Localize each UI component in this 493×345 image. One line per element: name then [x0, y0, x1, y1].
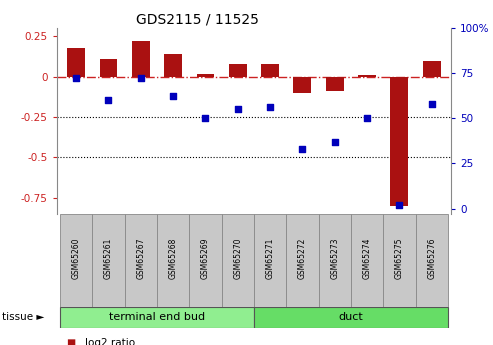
Point — [169, 94, 177, 99]
Bar — [60, 307, 254, 328]
Point — [363, 116, 371, 121]
Bar — [157, 214, 189, 307]
Bar — [358, 75, 376, 77]
Bar — [390, 77, 408, 206]
Text: GSM65267: GSM65267 — [136, 238, 145, 279]
Bar — [92, 214, 125, 307]
Text: tissue ►: tissue ► — [2, 313, 45, 322]
Bar — [286, 214, 318, 307]
Point — [137, 76, 144, 81]
Bar — [416, 214, 448, 307]
Text: GSM65270: GSM65270 — [233, 238, 242, 279]
Bar — [125, 214, 157, 307]
Text: ■: ■ — [67, 338, 76, 345]
Bar — [318, 214, 351, 307]
Text: GSM65272: GSM65272 — [298, 238, 307, 279]
Text: GSM65261: GSM65261 — [104, 238, 113, 279]
Text: GSM65275: GSM65275 — [395, 238, 404, 279]
Point — [202, 116, 210, 121]
Bar — [254, 214, 286, 307]
Point — [298, 146, 306, 152]
Bar — [229, 64, 246, 77]
Bar — [60, 214, 92, 307]
Bar — [326, 77, 344, 91]
Bar — [132, 41, 150, 77]
Text: terminal end bud: terminal end bud — [109, 313, 205, 322]
Text: duct: duct — [339, 313, 363, 322]
Text: GDS2115 / 11525: GDS2115 / 11525 — [136, 12, 259, 26]
Point — [428, 101, 436, 107]
Bar — [351, 214, 383, 307]
Point — [72, 76, 80, 81]
Bar — [67, 48, 85, 77]
Text: GSM65276: GSM65276 — [427, 238, 436, 279]
Text: GSM65268: GSM65268 — [169, 238, 177, 279]
Bar — [261, 64, 279, 77]
Text: GSM65273: GSM65273 — [330, 238, 339, 279]
Text: GSM65269: GSM65269 — [201, 238, 210, 279]
Bar — [100, 59, 117, 77]
Point — [331, 139, 339, 145]
Bar — [189, 214, 221, 307]
Point — [105, 97, 112, 103]
Point — [395, 203, 403, 208]
Text: GSM65271: GSM65271 — [266, 238, 275, 279]
Text: GSM65274: GSM65274 — [362, 238, 372, 279]
Text: log2 ratio: log2 ratio — [85, 338, 136, 345]
Bar — [254, 307, 448, 328]
Text: GSM65260: GSM65260 — [71, 238, 80, 279]
Point — [234, 106, 242, 112]
Bar — [383, 214, 416, 307]
Point — [266, 105, 274, 110]
Bar — [197, 73, 214, 77]
Bar — [423, 61, 441, 77]
Bar — [164, 54, 182, 77]
Bar — [221, 214, 254, 307]
Bar — [293, 77, 311, 93]
